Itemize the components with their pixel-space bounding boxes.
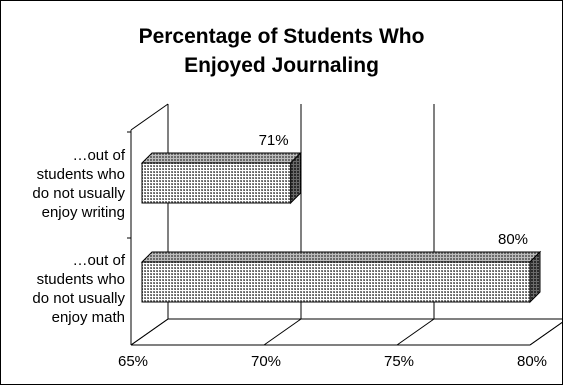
floor-gridline-80 [529, 321, 563, 346]
label-layer: 65% 70% 75% 80% 71% 80% …out of students who do … [32, 132, 547, 370]
bar-top-face [140, 152, 302, 164]
floor-gridline-70 [263, 318, 302, 346]
category-label-line: …out of [72, 252, 125, 269]
bar-2 [140, 250, 542, 304]
bar-front-face [141, 261, 531, 303]
chart-title-line-2: Enjoyed Journaling [184, 54, 379, 77]
side-wall-top-edge [130, 103, 169, 131]
x-tick-label: 65% [118, 353, 148, 370]
category-label-line: do not usually [32, 185, 125, 202]
category-label-line: students who [37, 166, 125, 183]
category-label-line: do not usually [32, 290, 125, 307]
chart-title: Percentage of Students Who Enjoyed Journ… [0, 22, 563, 80]
chart-title-line-1: Percentage of Students Who [138, 25, 425, 48]
x-tick-label: 80% [517, 353, 547, 370]
x-tick-label: 70% [251, 353, 281, 370]
data-label: 80% [498, 231, 528, 248]
category-label-line: students who [37, 271, 125, 288]
category-label: …out of students who do not usually enjoy m… [32, 252, 125, 326]
floor-gridline-65 [130, 318, 169, 346]
category-label-line: enjoy math [52, 309, 125, 326]
bar-top-face [140, 251, 542, 263]
x-tick-label: 75% [384, 353, 414, 370]
grid-layer [127, 103, 563, 346]
data-label: 71% [259, 132, 289, 149]
floor-gridline-75 [396, 318, 435, 346]
category-label-line: …out of [72, 147, 125, 164]
bar-layer [140, 151, 542, 304]
bar-1 [140, 151, 302, 205]
category-label: …out of students who do not usually enjoy w… [32, 147, 125, 221]
bar-front-face [141, 162, 292, 204]
category-label-line: enjoy writing [42, 204, 125, 221]
